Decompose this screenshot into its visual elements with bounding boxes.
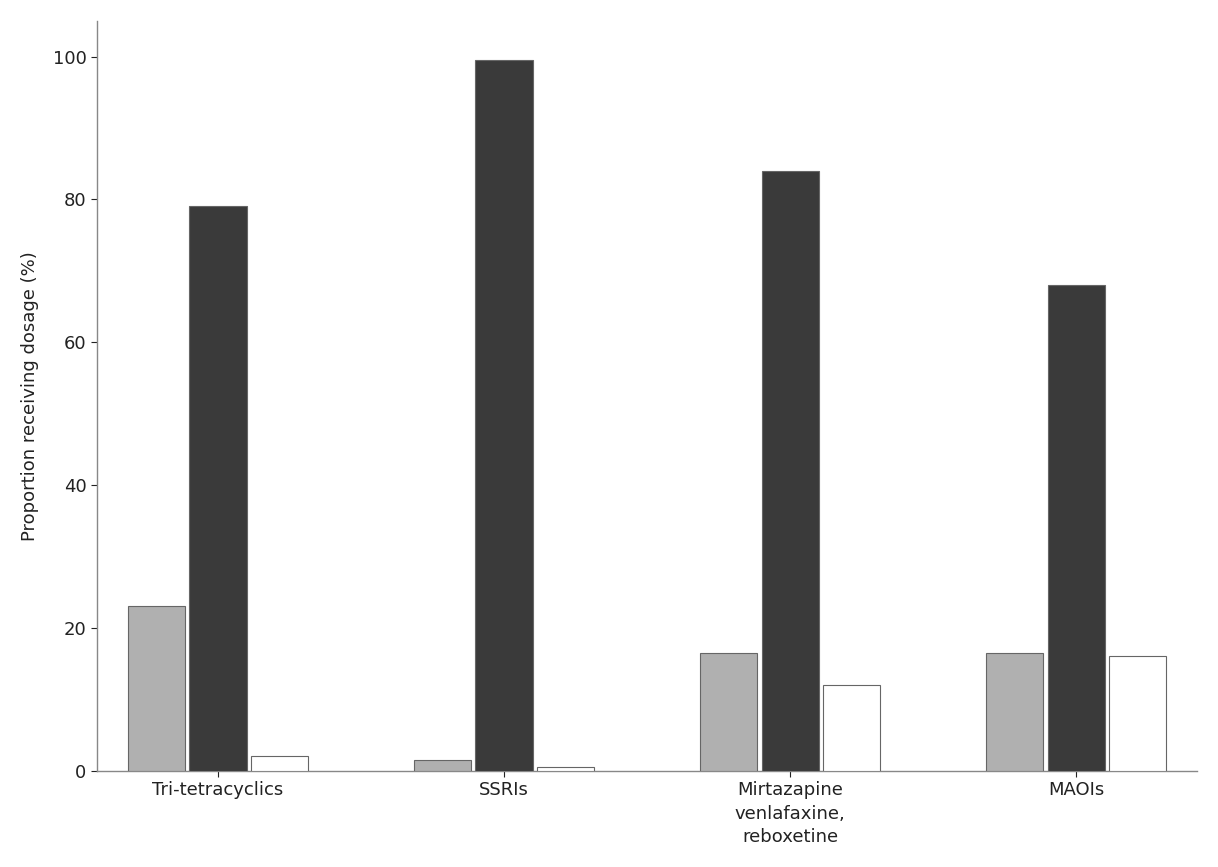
Bar — [761, 171, 818, 771]
Bar — [985, 653, 1043, 771]
Bar — [700, 653, 758, 771]
Bar — [1047, 285, 1105, 771]
Bar — [823, 685, 881, 771]
Bar — [128, 606, 185, 771]
Bar — [475, 60, 532, 771]
Bar — [1110, 656, 1167, 771]
Bar — [537, 767, 594, 771]
Y-axis label: Proportion receiving dosage (%): Proportion receiving dosage (%) — [21, 251, 39, 540]
Bar — [414, 759, 471, 771]
Bar — [190, 206, 246, 771]
Bar — [251, 756, 308, 771]
